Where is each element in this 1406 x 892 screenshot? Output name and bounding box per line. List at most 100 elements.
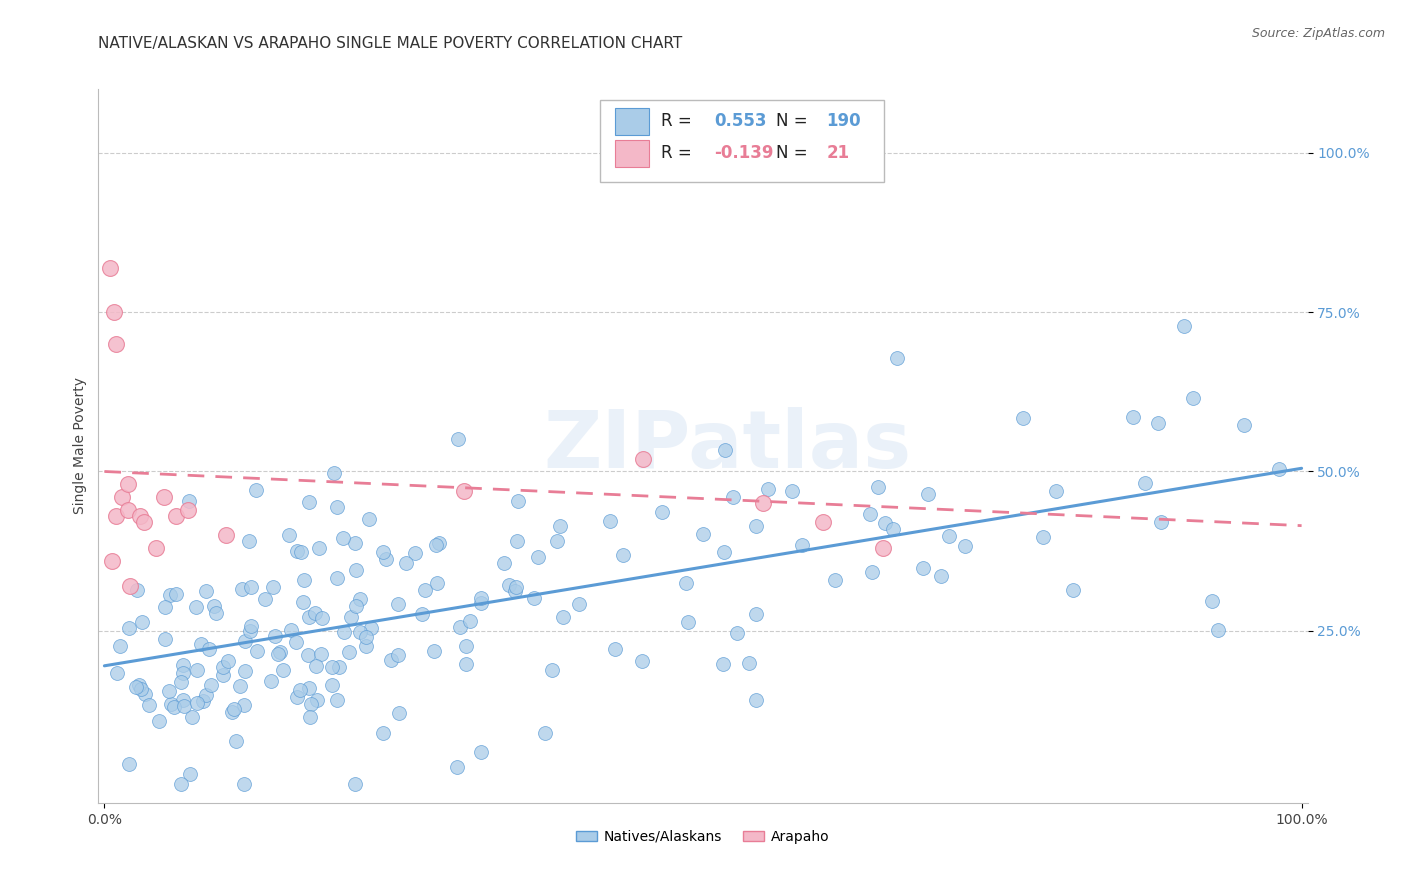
Point	[1012, 411, 1035, 425]
Point	[651, 505, 673, 519]
Point	[506, 533, 529, 548]
Point	[155, 600, 177, 615]
Point	[195, 688, 218, 702]
Point	[285, 634, 308, 648]
Point	[1122, 409, 1144, 424]
Point	[105, 509, 128, 524]
Point	[260, 673, 283, 688]
FancyBboxPatch shape	[614, 108, 648, 135]
Point	[1133, 476, 1156, 491]
Point	[917, 486, 939, 500]
FancyBboxPatch shape	[614, 140, 648, 167]
Point	[354, 639, 377, 653]
Point	[326, 500, 349, 515]
Point	[527, 549, 550, 564]
Point	[145, 541, 167, 555]
Point	[148, 714, 170, 728]
Point	[868, 480, 890, 494]
Point	[172, 657, 194, 672]
Point	[1233, 417, 1256, 432]
Point	[745, 607, 768, 621]
Point	[170, 777, 193, 791]
Point	[212, 668, 235, 682]
Text: NATIVE/ALASKAN VS ARAPAHO SINGLE MALE POVERTY CORRELATION CHART: NATIVE/ALASKAN VS ARAPAHO SINGLE MALE PO…	[98, 36, 683, 51]
Point	[1201, 593, 1223, 607]
Point	[426, 575, 449, 590]
Point	[222, 702, 245, 716]
Point	[1146, 416, 1168, 430]
Point	[111, 490, 134, 504]
Point	[713, 545, 735, 559]
Point	[131, 615, 153, 629]
Point	[299, 698, 322, 712]
Point	[752, 496, 775, 510]
Point	[387, 648, 409, 663]
Point	[105, 337, 128, 351]
Point	[1062, 582, 1084, 597]
Point	[321, 659, 343, 673]
Text: R =: R =	[661, 112, 697, 130]
Point	[541, 663, 564, 677]
Point	[309, 648, 332, 662]
Point	[859, 507, 882, 521]
Point	[1181, 391, 1204, 405]
Point	[233, 698, 256, 712]
Point	[103, 305, 125, 319]
Point	[506, 493, 529, 508]
Point	[269, 645, 291, 659]
Point	[725, 626, 748, 640]
FancyBboxPatch shape	[600, 100, 884, 182]
Point	[264, 629, 287, 643]
Text: N =: N =	[776, 112, 813, 130]
Point	[321, 678, 343, 692]
Point	[157, 684, 180, 698]
Point	[446, 760, 468, 774]
Point	[153, 490, 176, 504]
Point	[195, 584, 218, 599]
Point	[200, 678, 222, 692]
Point	[371, 544, 394, 558]
Point	[233, 633, 256, 648]
Point	[567, 597, 589, 611]
Point	[229, 680, 252, 694]
Point	[173, 699, 195, 714]
Point	[193, 694, 215, 708]
Point	[100, 260, 122, 275]
Point	[675, 575, 697, 590]
Point	[186, 696, 208, 710]
Point	[344, 536, 367, 550]
Point	[374, 552, 396, 566]
Point	[1032, 529, 1054, 543]
Point	[470, 596, 492, 610]
Point	[110, 639, 132, 653]
Point	[294, 574, 316, 588]
Point	[332, 531, 354, 545]
Point	[1206, 623, 1229, 637]
Point	[780, 483, 803, 498]
Point	[332, 624, 354, 639]
Point	[503, 583, 526, 598]
Point	[523, 591, 546, 605]
Text: ZIPatlas: ZIPatlas	[543, 407, 911, 485]
Point	[285, 544, 308, 558]
Point	[246, 643, 269, 657]
Point	[546, 534, 568, 549]
Point	[337, 645, 360, 659]
Text: 0.553: 0.553	[714, 112, 766, 130]
Point	[159, 588, 181, 602]
Point	[505, 580, 527, 594]
Point	[184, 600, 207, 615]
Point	[1150, 516, 1173, 530]
Point	[101, 554, 124, 568]
Point	[498, 578, 520, 592]
Text: Source: ZipAtlas.com: Source: ZipAtlas.com	[1251, 27, 1385, 40]
Point	[288, 682, 311, 697]
Point	[360, 621, 382, 635]
Point	[371, 725, 394, 739]
Point	[118, 757, 141, 772]
Point	[297, 648, 319, 662]
Point	[723, 491, 745, 505]
Point	[912, 561, 935, 575]
Point	[492, 556, 515, 570]
Text: 190: 190	[827, 112, 860, 130]
